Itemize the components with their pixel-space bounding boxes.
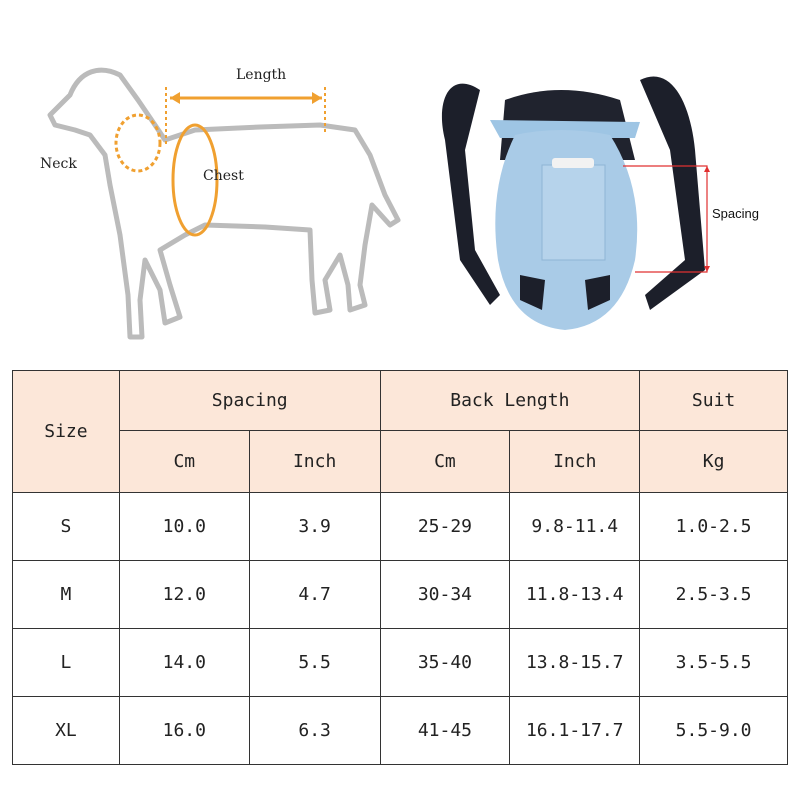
cell-spacing-cm: 12.0 (118, 560, 250, 629)
table-row: XL 16.0 6.3 41-45 16.1-17.7 5.5-9.0 (12, 696, 788, 765)
cell-size: S (12, 492, 120, 561)
subheader-row: Cm Inch Cm Inch Kg (13, 430, 788, 493)
cell-spacing-inch: 5.5 (248, 628, 381, 697)
chest-label: Chest (203, 168, 244, 184)
pet-carrier-photo (441, 76, 710, 330)
header-spacing-inch: Inch (248, 430, 381, 493)
cell-spacing-inch: 3.9 (248, 492, 381, 561)
cell-spacing-inch: 6.3 (248, 696, 381, 765)
cell-kg: 1.0-2.5 (639, 492, 788, 561)
size-chart-table: Size Spacing Back Length Suit Cm Inch Cm… (12, 370, 788, 765)
header-back-cm: Cm (379, 430, 511, 493)
header-spacing: Spacing (118, 370, 381, 431)
header-suit-kg: Kg (639, 430, 788, 493)
cell-spacing-cm: 10.0 (118, 492, 250, 561)
header-back-inch: Inch (509, 430, 641, 493)
neck-label: Neck (40, 156, 77, 172)
cell-back-inch: 13.8-15.7 (509, 628, 641, 697)
cell-spacing-cm: 14.0 (118, 628, 250, 697)
cell-spacing-inch: 4.7 (248, 560, 381, 629)
cell-back-cm: 30-34 (379, 560, 511, 629)
cell-kg: 2.5-3.5 (639, 560, 788, 629)
table-row: S 10.0 3.9 25-29 9.8-11.4 1.0-2.5 (12, 492, 788, 561)
spacing-bracket (623, 165, 708, 273)
cell-back-cm: 41-45 (379, 696, 511, 765)
header-spacing-cm: Cm (118, 430, 250, 493)
cell-back-inch: 16.1-17.7 (509, 696, 641, 765)
cell-back-cm: 25-29 (379, 492, 511, 561)
table-row: M 12.0 4.7 30-34 11.8-13.4 2.5-3.5 (12, 560, 788, 629)
table-row: L 14.0 5.5 35-40 13.8-15.7 3.5-5.5 (12, 628, 788, 697)
header-row: Size Spacing Back Length Suit (12, 370, 788, 493)
cell-size: M (12, 560, 120, 629)
chest-loop (171, 123, 219, 237)
cell-size: XL (12, 696, 120, 765)
cell-kg: 5.5-9.0 (639, 696, 788, 765)
header-suit: Suit (639, 370, 788, 431)
header-back-length: Back Length (379, 370, 641, 431)
cell-back-inch: 9.8-11.4 (509, 492, 641, 561)
dog-measurement-diagram (47, 67, 401, 340)
cell-back-cm: 35-40 (379, 628, 511, 697)
spacing-label: Spacing (712, 206, 759, 221)
length-label: Length (236, 67, 287, 83)
dog-outline (47, 67, 401, 340)
cell-size: L (12, 628, 120, 697)
header-size: Size (12, 370, 120, 493)
neck-loop (114, 113, 162, 173)
cell-kg: 3.5-5.5 (639, 628, 788, 697)
cell-back-inch: 11.8-13.4 (509, 560, 641, 629)
cell-spacing-cm: 16.0 (118, 696, 250, 765)
